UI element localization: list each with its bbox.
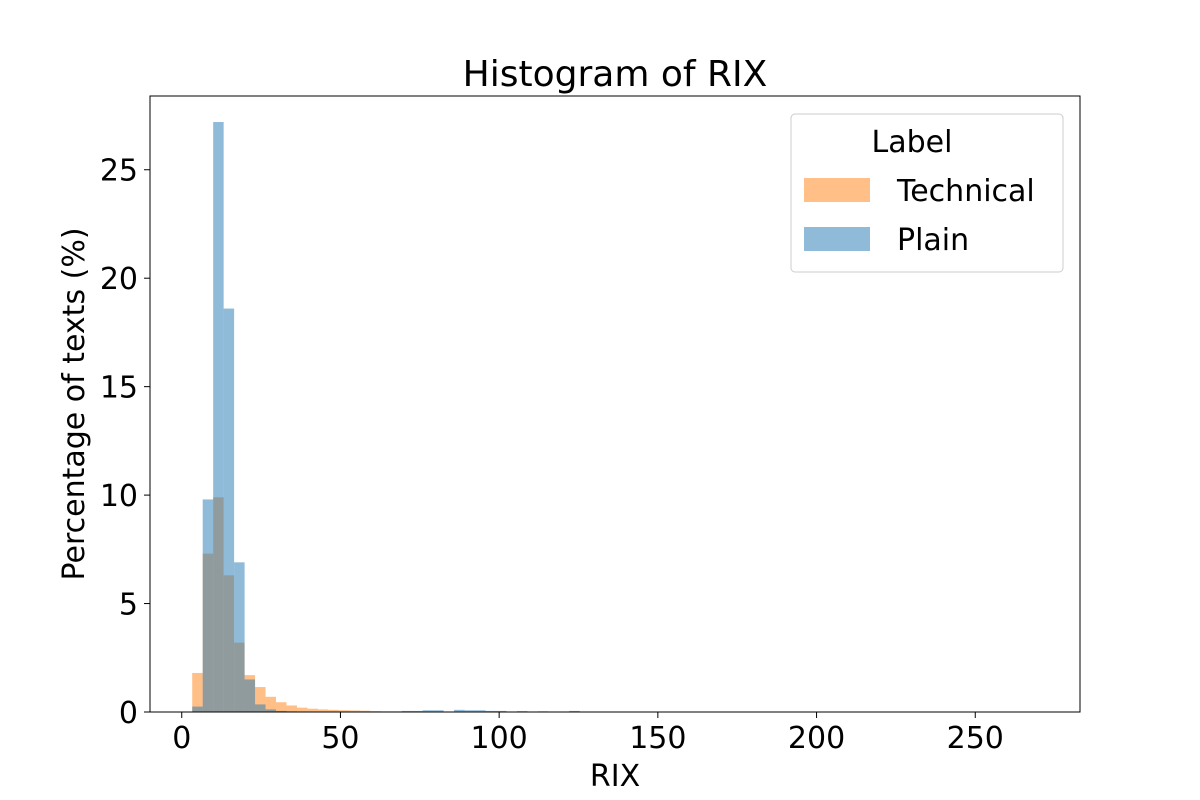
legend-label-plain: Plain bbox=[897, 223, 969, 258]
bar-plain-6 bbox=[255, 704, 266, 712]
legend-swatch-technical bbox=[804, 178, 870, 202]
bar-plain-10 bbox=[401, 710, 413, 712]
bar-technical-11 bbox=[307, 708, 318, 712]
y-tick-label-5: 5 bbox=[119, 588, 138, 623]
legend-title: Label bbox=[872, 125, 953, 160]
x-tick-label-150: 150 bbox=[629, 721, 686, 756]
bar-technical-0 bbox=[192, 672, 203, 712]
bar-plain-5 bbox=[244, 679, 256, 712]
x-tick-label-200: 200 bbox=[788, 721, 845, 756]
bar-plain-17 bbox=[485, 710, 496, 712]
bar-technical-8 bbox=[276, 702, 287, 712]
legend-label-technical: Technical bbox=[896, 174, 1035, 209]
y-axis: 0 5 10 15 20 25 bbox=[100, 154, 150, 731]
y-tick-label-0: 0 bbox=[119, 696, 138, 731]
bar-technical-16 bbox=[359, 710, 371, 712]
bar-plain-8 bbox=[276, 710, 287, 712]
bar-plain-14 bbox=[454, 709, 465, 712]
bar-plain-12 bbox=[422, 710, 434, 712]
bar-technical-10 bbox=[296, 707, 308, 712]
x-axis-label: RIX bbox=[590, 759, 640, 794]
plot-frame bbox=[149, 95, 1081, 713]
bar-technical-15 bbox=[349, 710, 360, 712]
bar-plain-2 bbox=[213, 122, 224, 712]
bar-plain-18 bbox=[495, 710, 507, 712]
bar-plain-13 bbox=[433, 710, 444, 712]
legend: Label Technical Plain bbox=[790, 113, 1064, 273]
bar-plain-4 bbox=[234, 562, 245, 712]
bar-plain-7 bbox=[265, 709, 277, 712]
bar-plain-16 bbox=[475, 710, 486, 712]
bar-technical-13 bbox=[328, 709, 339, 712]
y-tick-label-15: 15 bbox=[100, 371, 138, 406]
y-tick-label-10: 10 bbox=[100, 479, 138, 514]
bar-plain-1 bbox=[202, 499, 214, 712]
bars-layer bbox=[192, 122, 580, 712]
x-tick-label-100: 100 bbox=[471, 721, 528, 756]
y-axis-label: Percentage of texts (%) bbox=[57, 227, 92, 580]
y-tick-label-25: 25 bbox=[100, 154, 138, 189]
bar-technical-14 bbox=[338, 710, 350, 712]
bar-technical-6 bbox=[255, 687, 266, 712]
bar-technical-9 bbox=[286, 705, 297, 712]
bar-technical-7 bbox=[265, 696, 277, 712]
bar-plain-15 bbox=[464, 710, 476, 712]
x-tick-label-50: 50 bbox=[321, 721, 359, 756]
bar-plain-21 bbox=[569, 710, 580, 712]
x-axis: 0 50 100 150 200 250 bbox=[172, 712, 1004, 756]
bar-plain-0 bbox=[192, 706, 203, 712]
y-tick-label-20: 20 bbox=[100, 262, 138, 297]
x-tick-label-250: 250 bbox=[947, 721, 1004, 756]
x-tick-label-0: 0 bbox=[172, 721, 191, 756]
bar-plain-11 bbox=[412, 710, 423, 712]
legend-swatch-plain bbox=[804, 227, 870, 251]
chart-title: Histogram of RIX bbox=[463, 54, 768, 95]
bar-plain-3 bbox=[223, 308, 235, 712]
bar-technical-12 bbox=[317, 709, 329, 712]
